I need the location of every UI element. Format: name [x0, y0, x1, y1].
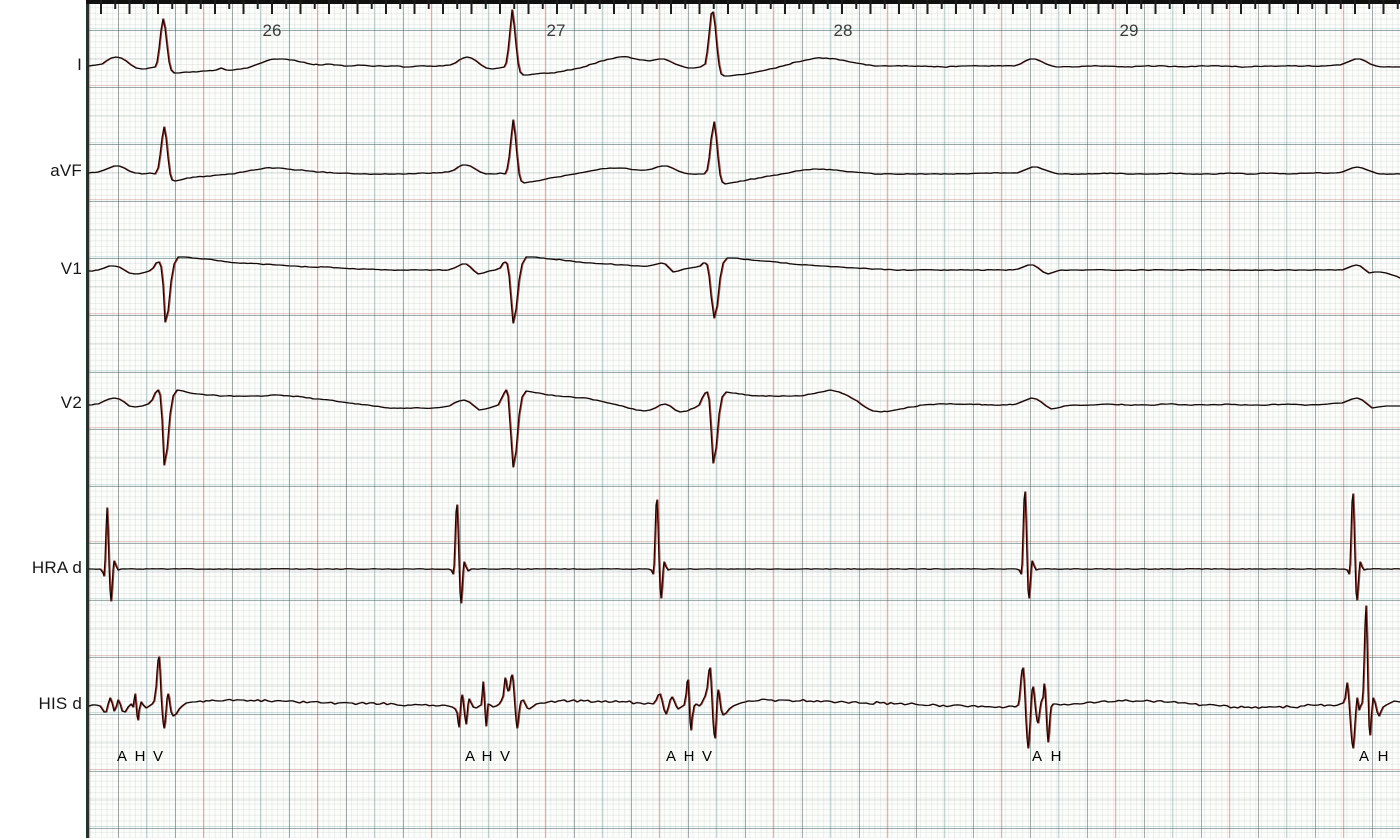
- channel-label-hra-d[interactable]: HRA d: [31, 558, 82, 577]
- time-ruler[interactable]: [86, 0, 1400, 42]
- channel-label-i[interactable]: I: [77, 55, 82, 74]
- channel-label-v1[interactable]: V1: [60, 259, 82, 278]
- waveform-paper[interactable]: [86, 0, 1400, 838]
- ruler-ticks: [89, 0, 1400, 14]
- channel-label-avf[interactable]: aVF: [50, 161, 82, 180]
- channel-label-v2[interactable]: V2: [60, 393, 82, 412]
- channel-label-gutter: [0, 0, 86, 838]
- channel-label-his-d[interactable]: HIS d: [38, 694, 82, 713]
